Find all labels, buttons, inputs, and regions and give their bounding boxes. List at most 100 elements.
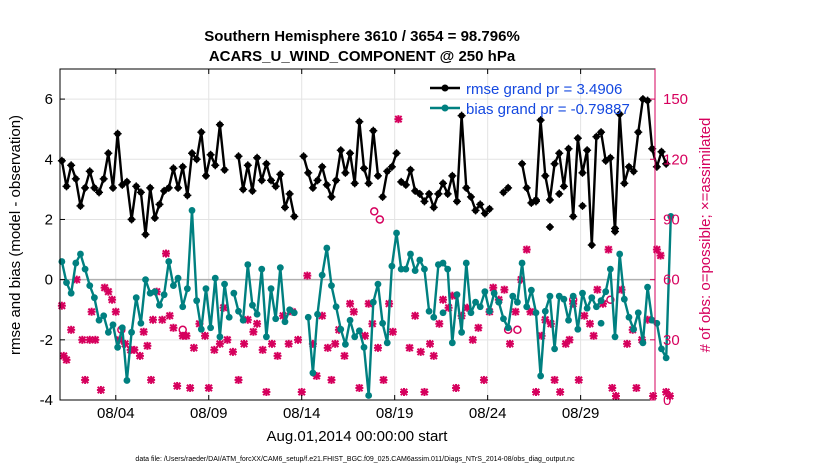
bias-point	[81, 265, 89, 273]
rmse-point	[597, 128, 606, 137]
rmse-point	[136, 188, 145, 197]
obs-assimilated-marker	[565, 335, 574, 344]
rmse-point	[169, 164, 178, 173]
rmse-point	[587, 241, 596, 250]
bias-point	[425, 307, 433, 315]
bias-point	[272, 315, 280, 323]
bias-point	[100, 312, 108, 320]
obs-assimilated-marker	[111, 307, 120, 316]
bias-point	[249, 301, 256, 309]
obs-assimilated-marker	[210, 345, 219, 354]
bias-point	[244, 261, 252, 268]
bias-point	[593, 303, 600, 311]
bias-point	[402, 265, 410, 273]
rmse-point	[188, 149, 197, 158]
rmse-point	[211, 161, 220, 170]
bias-point	[662, 354, 670, 362]
rmse-point	[555, 189, 564, 198]
bias-point	[63, 279, 70, 287]
bias-point	[328, 282, 335, 290]
rmse-point	[285, 189, 294, 198]
legend-bias-marker	[441, 104, 449, 112]
bias-point	[551, 345, 558, 353]
rmse-point	[104, 149, 113, 158]
rmse-point	[67, 161, 76, 170]
x-tick-label: 08/14	[283, 405, 321, 422]
y-tick-label-left: 6	[45, 91, 53, 108]
rmse-point	[355, 117, 364, 126]
rmse-point	[248, 186, 257, 195]
bias-point	[197, 325, 205, 333]
rmse-point	[122, 177, 131, 186]
rmse-point	[164, 183, 173, 192]
obs-assimilated-marker	[96, 385, 105, 394]
rmse-point	[276, 170, 285, 179]
obs-assimilated-marker	[57, 301, 66, 310]
rmse-point	[634, 128, 643, 137]
bias-point	[644, 283, 651, 291]
obs-assimilated-marker	[585, 319, 594, 328]
rmse-point	[160, 186, 169, 195]
rmse-point	[583, 146, 592, 155]
bias-point	[165, 258, 173, 265]
bias-point	[77, 250, 84, 258]
obs-assimilated-marker	[388, 327, 397, 336]
obs-assimilated-marker	[186, 383, 195, 392]
obs-assimilated-marker	[479, 375, 488, 384]
bias-point	[193, 297, 201, 305]
obs-assimilated-marker	[632, 383, 641, 392]
rmse-point	[657, 147, 666, 156]
rmse-point	[578, 168, 587, 177]
bias-point	[476, 303, 484, 311]
obs-assimilated-marker	[201, 331, 210, 340]
y-tick-label-right: 120	[663, 151, 688, 168]
rmse-point	[155, 200, 164, 209]
y-axis-label-right: # of obs: o=possible; ×=assimilated	[697, 118, 714, 353]
obs-assimilated-marker	[416, 347, 425, 356]
rmse-point	[327, 192, 336, 201]
bias-point	[67, 289, 75, 297]
bias-point	[532, 309, 540, 317]
bias-point	[495, 298, 503, 306]
y-tick-label-right: 90	[663, 211, 680, 228]
bias-point	[118, 324, 126, 332]
bias-point	[281, 318, 289, 326]
obs-assimilated-marker	[135, 351, 144, 360]
rmse-point	[336, 146, 345, 155]
obs-assimilated-marker	[656, 251, 665, 260]
obs-assimilated-marker	[429, 351, 438, 360]
rmse-point	[174, 183, 183, 192]
rmse-point	[290, 212, 299, 221]
obs-assimilated-marker	[104, 287, 113, 296]
obs-assimilated-marker	[331, 339, 340, 348]
obs-assimilated-marker	[204, 383, 213, 392]
rmse-point	[90, 183, 99, 192]
bias-point	[290, 309, 298, 317]
obs-assimilated-marker	[161, 249, 170, 258]
bias-point	[346, 316, 354, 324]
bias-point	[179, 303, 187, 311]
bias-point	[606, 265, 614, 273]
rmse-point	[99, 174, 108, 183]
rmse-point	[271, 182, 280, 191]
y-tick-label-right: 150	[663, 91, 688, 108]
bias-point	[351, 333, 359, 341]
rmse-point	[360, 164, 369, 173]
rmse-line	[381, 152, 398, 198]
rmse-point	[545, 222, 554, 231]
rmse-point	[601, 156, 610, 165]
bias-point	[430, 313, 438, 321]
obs-assimilated-marker	[379, 375, 388, 384]
bias-point	[360, 343, 368, 351]
obs-assimilated-marker	[158, 315, 167, 324]
rmse-point	[183, 191, 192, 200]
bias-point	[490, 289, 498, 297]
obs-assimilated-marker	[426, 339, 435, 348]
bias-point	[602, 288, 610, 296]
rmse-point	[81, 183, 90, 192]
y-tick-label-left: 4	[45, 151, 53, 168]
bias-point	[569, 292, 577, 300]
bias-point	[504, 324, 512, 332]
